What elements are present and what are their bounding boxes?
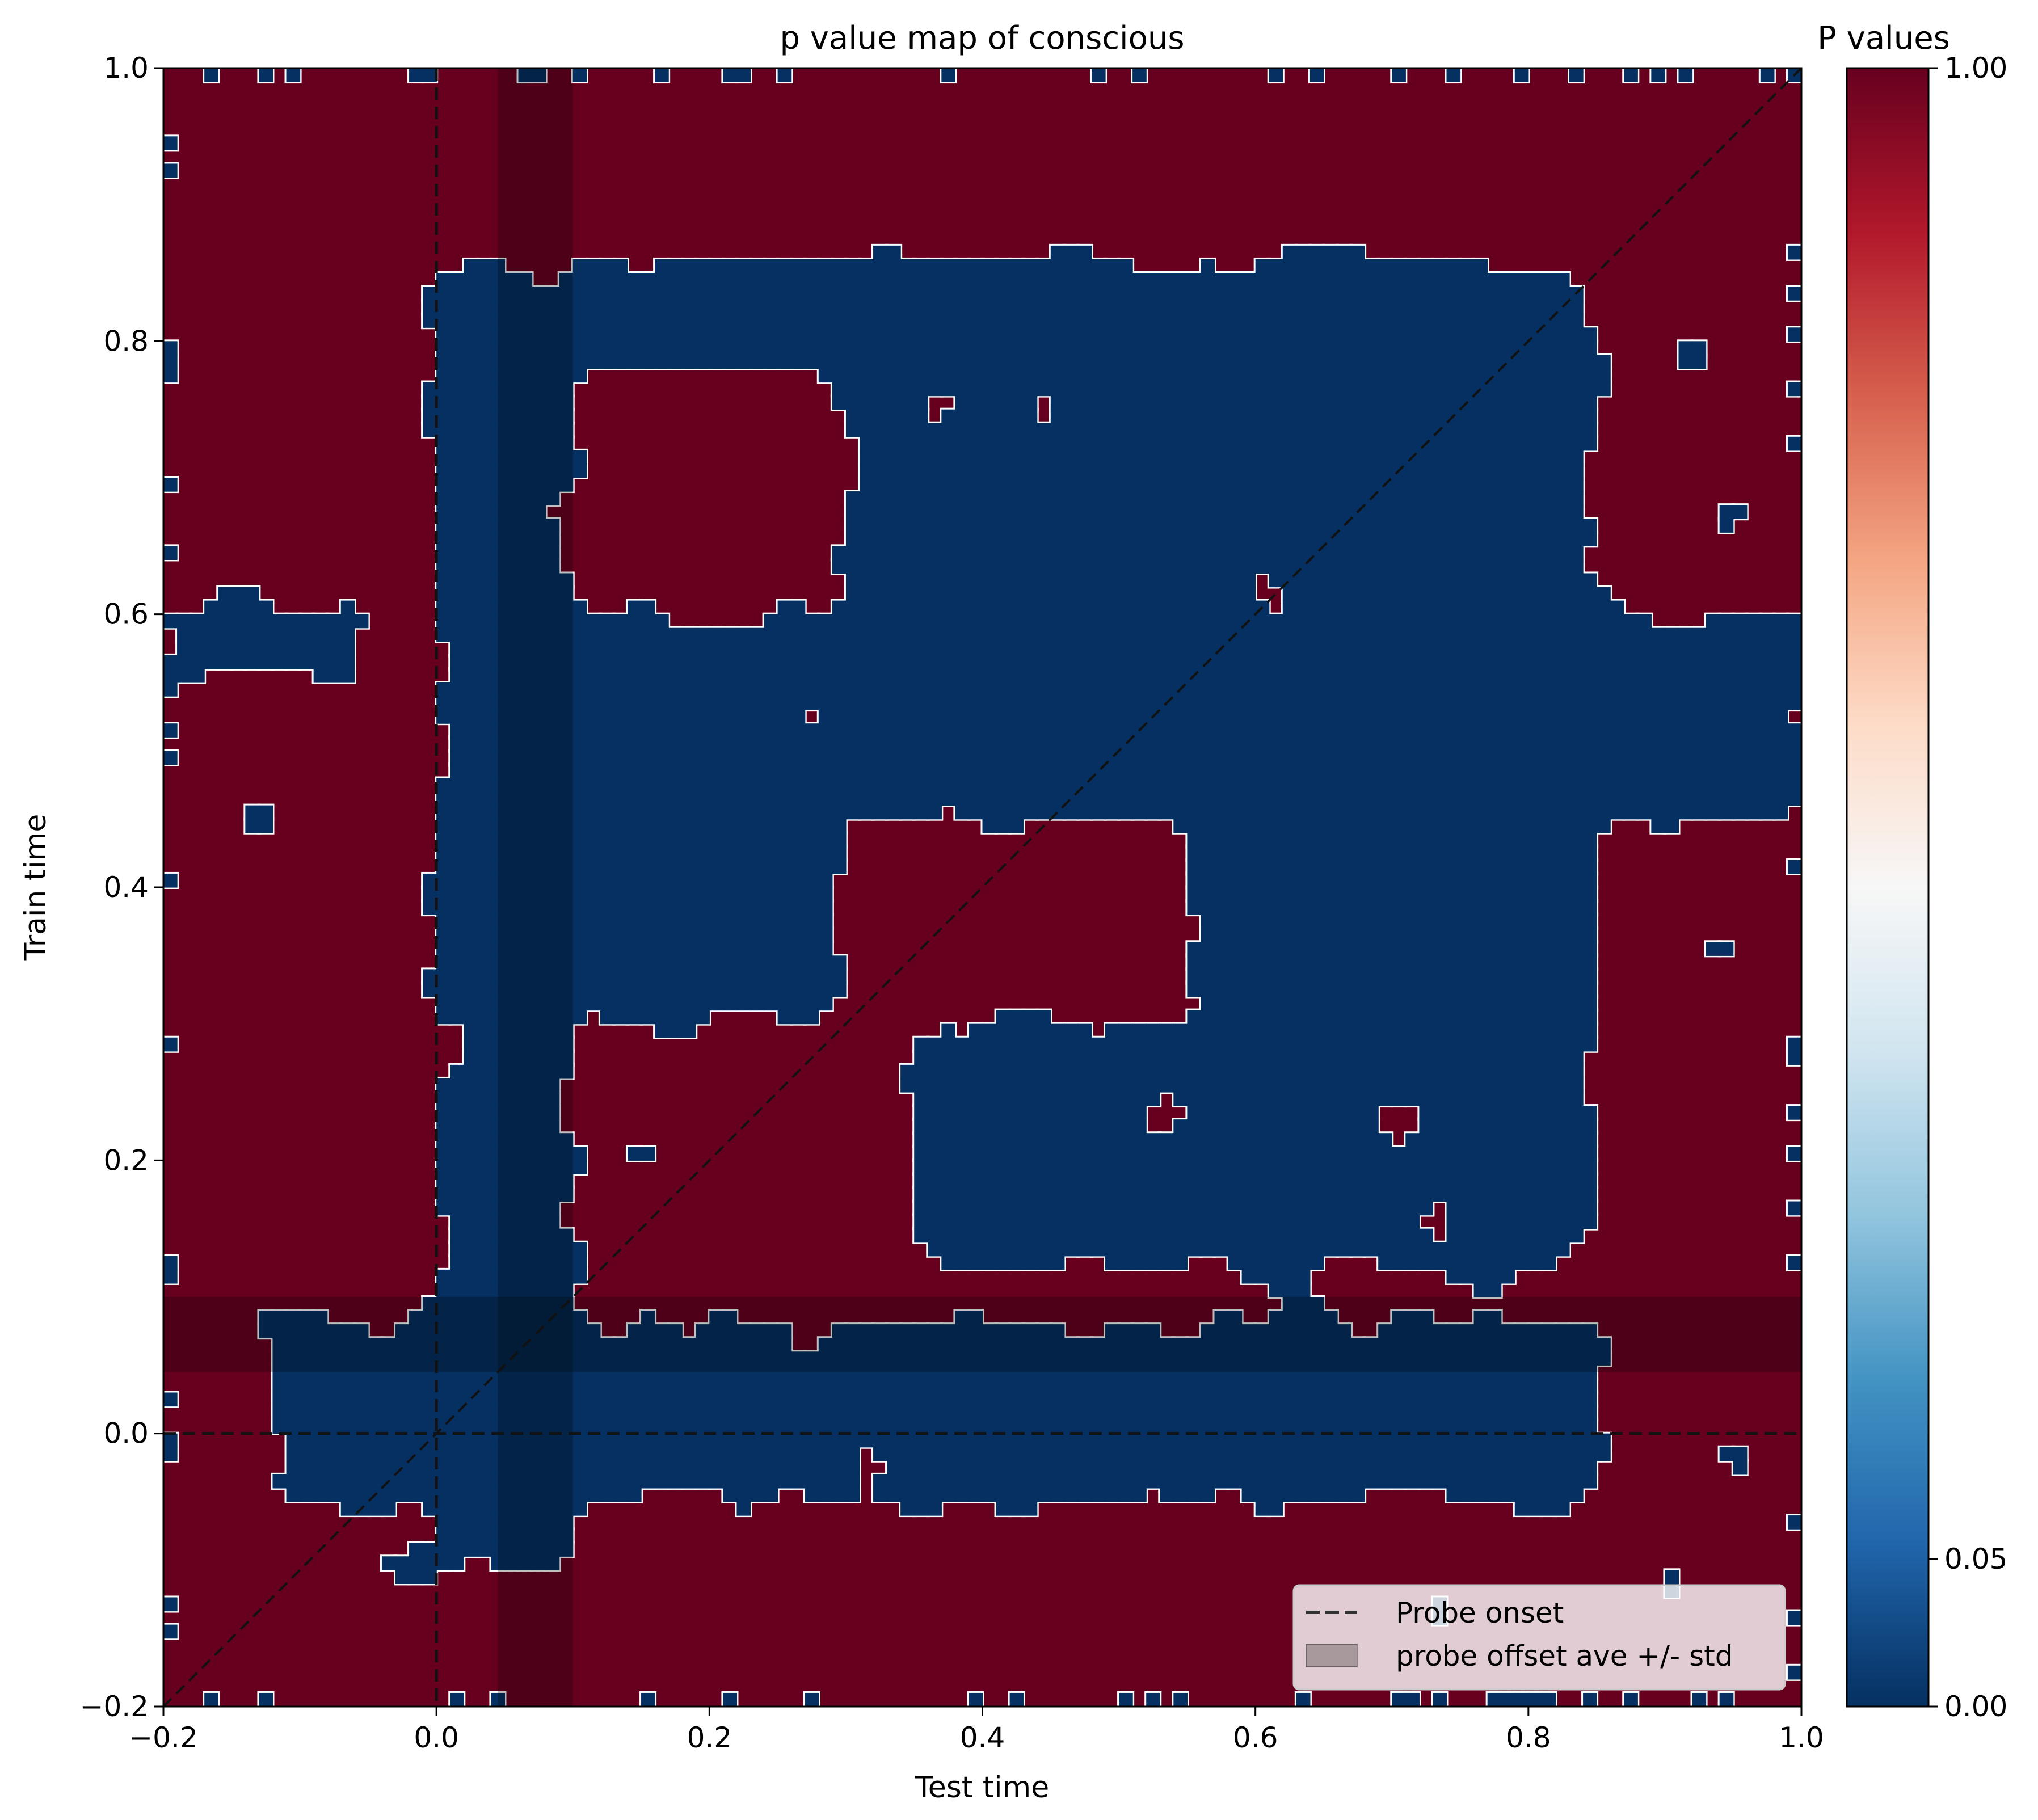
chart-title: p value map of conscious	[780, 20, 1184, 57]
plot-area	[162, 67, 1803, 1708]
heatmap-cells	[163, 68, 1801, 1707]
